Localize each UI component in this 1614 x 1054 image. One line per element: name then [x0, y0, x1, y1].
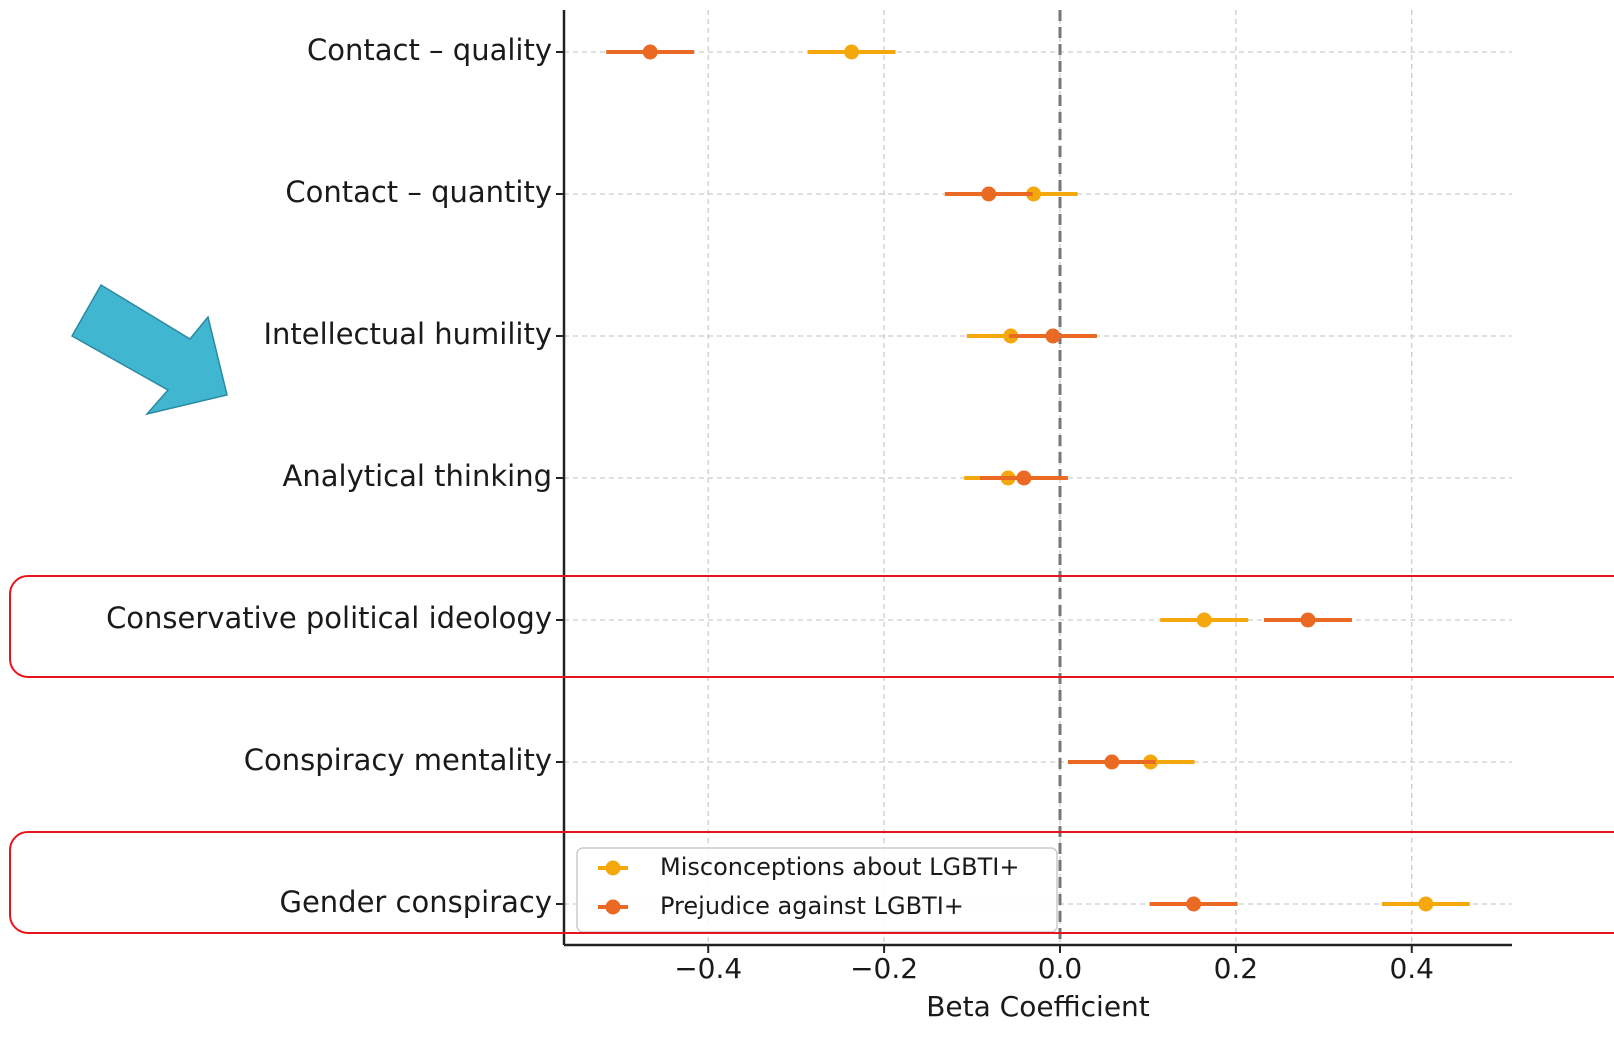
highlight-box — [9, 831, 1614, 934]
highlight-box — [9, 575, 1614, 678]
point — [1418, 896, 1434, 912]
point — [1026, 186, 1042, 202]
point — [1186, 896, 1202, 912]
point — [844, 44, 860, 60]
point — [1196, 612, 1212, 628]
plot-area: −0.4 −0.2 0.0 0.2 0.4 Contact – quality Contac… — [106, 10, 1512, 985]
x-tick-label: −0.2 — [850, 952, 918, 985]
legend: Misconceptions about LGBTI+ Prejudice aga… — [576, 847, 1058, 933]
point — [981, 186, 997, 202]
y-tick-label: Intellectual humility — [263, 317, 552, 351]
point — [1104, 754, 1120, 770]
y-tick-label: Conservative political ideology — [106, 601, 552, 635]
y-tick-label: Gender conspiracy — [279, 885, 552, 919]
x-tick-label: 0.2 — [1214, 952, 1259, 985]
y-tick-label: Conspiracy mentality — [244, 743, 552, 777]
legend-swatch — [605, 899, 621, 915]
y-tick-label: Contact – quantity — [285, 175, 552, 209]
legend-label: Misconceptions about LGBTI+ — [660, 853, 1019, 881]
point — [1300, 612, 1316, 628]
x-tick-label: 0.4 — [1389, 952, 1434, 985]
y-tick-label: Analytical thinking — [283, 459, 552, 493]
legend-label: Prejudice against LGBTI+ — [660, 892, 964, 920]
point — [642, 44, 658, 60]
x-tick-label: 0.0 — [1038, 952, 1083, 985]
annotation-arrow — [70, 283, 228, 416]
x-axis-label: Beta Coefficient — [926, 990, 1150, 1023]
y-tick-label: Contact – quality — [307, 33, 552, 67]
point — [1016, 470, 1032, 486]
point — [1045, 328, 1061, 344]
x-tick-label: −0.4 — [674, 952, 742, 985]
legend-swatch — [605, 860, 621, 876]
